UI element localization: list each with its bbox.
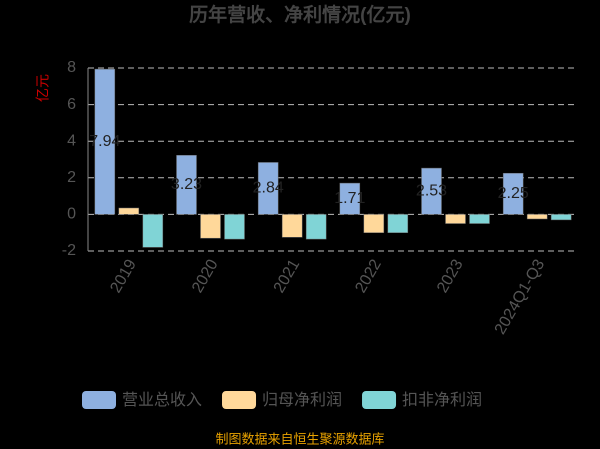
bar xyxy=(469,214,490,224)
value-label: 2.84 xyxy=(253,180,284,197)
bar xyxy=(142,214,164,248)
y-tick-label: 2 xyxy=(67,169,76,186)
bar xyxy=(502,172,524,215)
footer: 制图数据来自恒生聚源数据库 xyxy=(215,431,384,446)
chart-title: 历年营收、净利情况(亿元) xyxy=(189,3,411,26)
bar xyxy=(224,214,245,240)
bar xyxy=(339,182,361,215)
y-tick-label: -2 xyxy=(62,242,76,259)
legend-label: 营业总收入 xyxy=(122,391,202,409)
bar xyxy=(363,214,385,233)
y-tick-label: 0 xyxy=(67,206,76,223)
legend-label: 扣非净利润 xyxy=(402,391,482,409)
y-axis-label: 亿元 xyxy=(35,74,51,102)
bar xyxy=(305,214,327,240)
value-label: 3.23 xyxy=(171,176,202,193)
value-label: 7.94 xyxy=(89,133,120,150)
bar xyxy=(94,68,116,215)
value-label: 2.25 xyxy=(498,185,529,202)
bar xyxy=(281,214,303,238)
bar xyxy=(200,214,221,239)
value-label: 2.53 xyxy=(416,182,447,199)
bar xyxy=(118,207,140,215)
bar xyxy=(445,214,466,224)
y-tick-label: 6 xyxy=(67,96,76,113)
y-tick-label: 4 xyxy=(67,132,76,149)
bar xyxy=(421,167,442,215)
bar xyxy=(176,155,197,215)
legend-label: 归母净利润 xyxy=(262,391,342,409)
bar xyxy=(550,214,572,221)
legend-swatch xyxy=(222,391,257,409)
y-tick-label: 8 xyxy=(67,59,76,76)
bar xyxy=(257,162,279,215)
bar xyxy=(387,214,409,233)
value-label: 1.71 xyxy=(334,190,365,207)
legend-swatch xyxy=(362,391,397,409)
legend-swatch xyxy=(82,391,116,409)
bar xyxy=(526,214,548,220)
